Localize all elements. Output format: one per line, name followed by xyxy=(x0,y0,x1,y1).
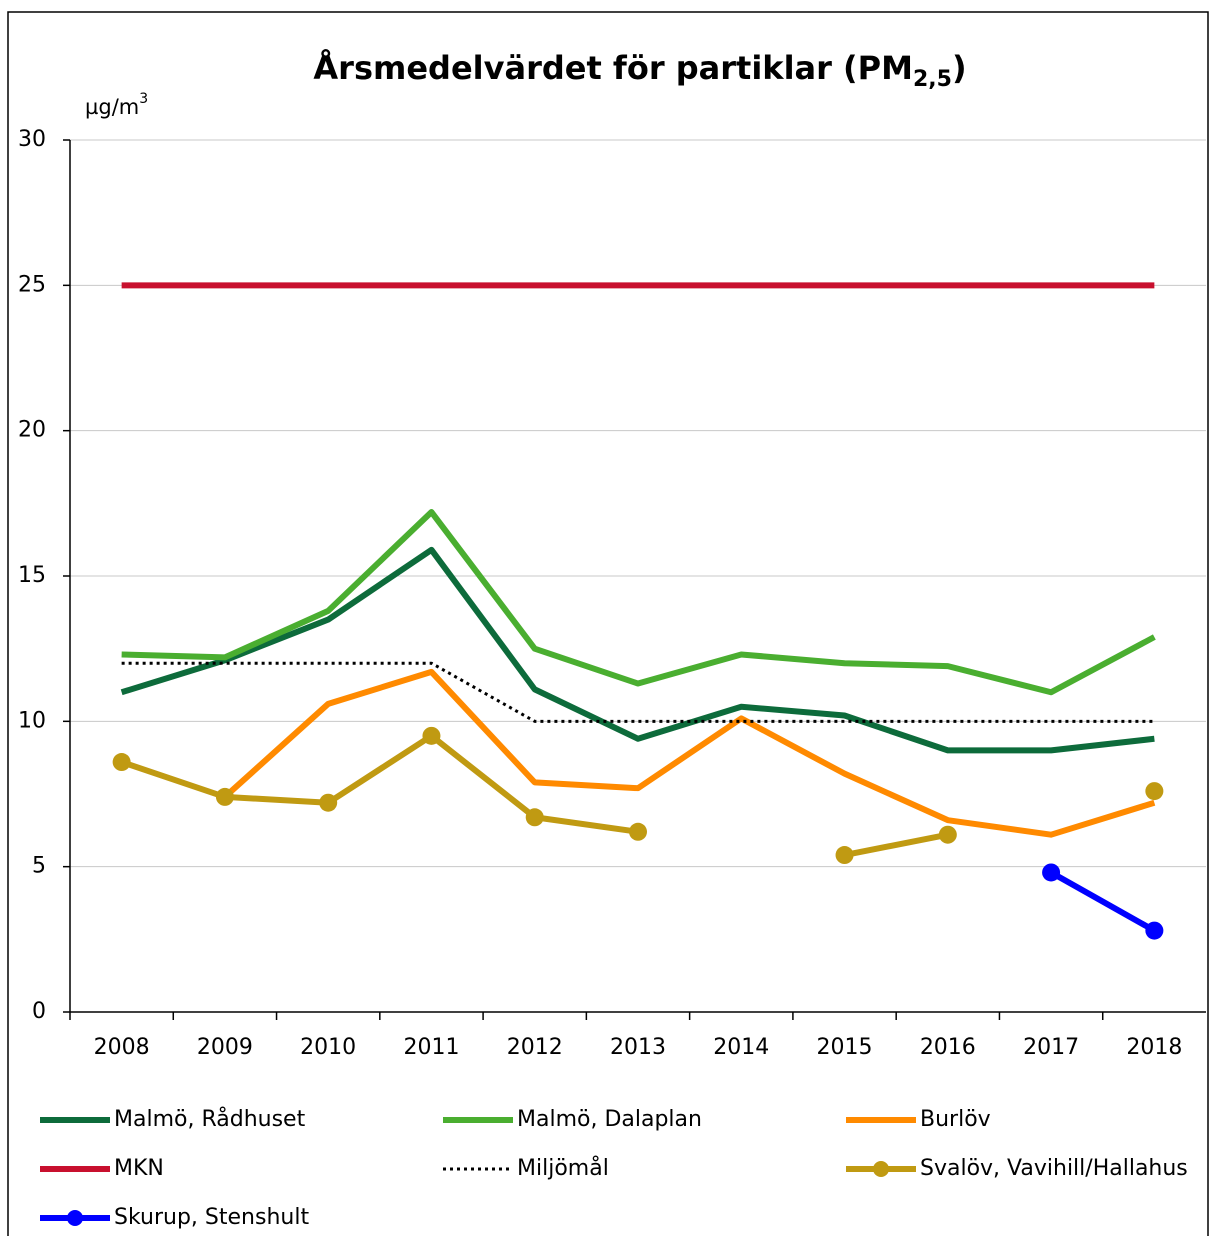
marker xyxy=(422,726,441,745)
y-tick-label: 30 xyxy=(18,127,46,152)
marker xyxy=(938,825,957,844)
legend-label: Malmö, Dalaplan xyxy=(517,1107,702,1132)
marker xyxy=(319,793,338,812)
marker xyxy=(629,822,647,841)
legend-label: Malmö, Rådhuset xyxy=(114,1106,306,1132)
y-unit: µg/m3 xyxy=(85,91,148,119)
y-tick-label: 10 xyxy=(18,708,46,733)
x-tick-label: 2008 xyxy=(94,1035,150,1060)
series-line xyxy=(222,668,1156,838)
x-tick-label: 2015 xyxy=(817,1035,873,1060)
x-tick-label: 2016 xyxy=(920,1035,976,1060)
y-unit-main: µg/m xyxy=(85,95,139,119)
x-tick-label: 2011 xyxy=(403,1035,459,1060)
marker xyxy=(112,753,131,772)
y-tick-label: 25 xyxy=(18,272,46,297)
marker xyxy=(1145,782,1164,801)
title-end: ) xyxy=(952,49,967,87)
legend-label: Svalöv, Vavihill/Hallahus xyxy=(920,1156,1188,1181)
marker xyxy=(1145,921,1164,940)
marker xyxy=(215,787,234,806)
legend-label: Miljömål xyxy=(517,1155,609,1181)
series-line xyxy=(120,546,1155,754)
y-unit-sup: 3 xyxy=(139,91,148,107)
x-tick-label: 2018 xyxy=(1126,1035,1182,1060)
legend-marker xyxy=(873,1161,889,1177)
x-tick-label: 2012 xyxy=(507,1035,563,1060)
title-sub: 2,5 xyxy=(913,67,952,92)
marker xyxy=(835,846,854,865)
title-main: Årsmedelvärdet för partiklar (PM xyxy=(313,49,913,87)
x-tick-label: 2009 xyxy=(197,1035,253,1060)
chart-title: Årsmedelvärdet för partiklar (PM2,5) xyxy=(313,49,966,92)
legend-label: MKN xyxy=(114,1156,164,1181)
frame xyxy=(7,11,1209,1236)
legend-label: Skurup, Stenshult xyxy=(114,1205,309,1230)
legend-label: Burlöv xyxy=(920,1107,991,1132)
x-tick-label: 2010 xyxy=(300,1035,356,1060)
y-tick-label: 20 xyxy=(18,418,46,443)
series-line xyxy=(1049,869,1156,934)
x-tick-label: 2014 xyxy=(713,1035,769,1060)
marker xyxy=(1042,863,1061,882)
x-tick-label: 2017 xyxy=(1023,1035,1079,1060)
series-line xyxy=(121,661,1155,723)
x-tick-label: 2013 xyxy=(610,1035,666,1060)
marker xyxy=(525,808,544,827)
y-tick-label: 0 xyxy=(32,999,46,1024)
y-tick-label: 15 xyxy=(18,563,46,588)
y-tick-label: 5 xyxy=(32,854,46,879)
series-line xyxy=(121,509,1156,696)
legend-marker xyxy=(67,1210,83,1226)
